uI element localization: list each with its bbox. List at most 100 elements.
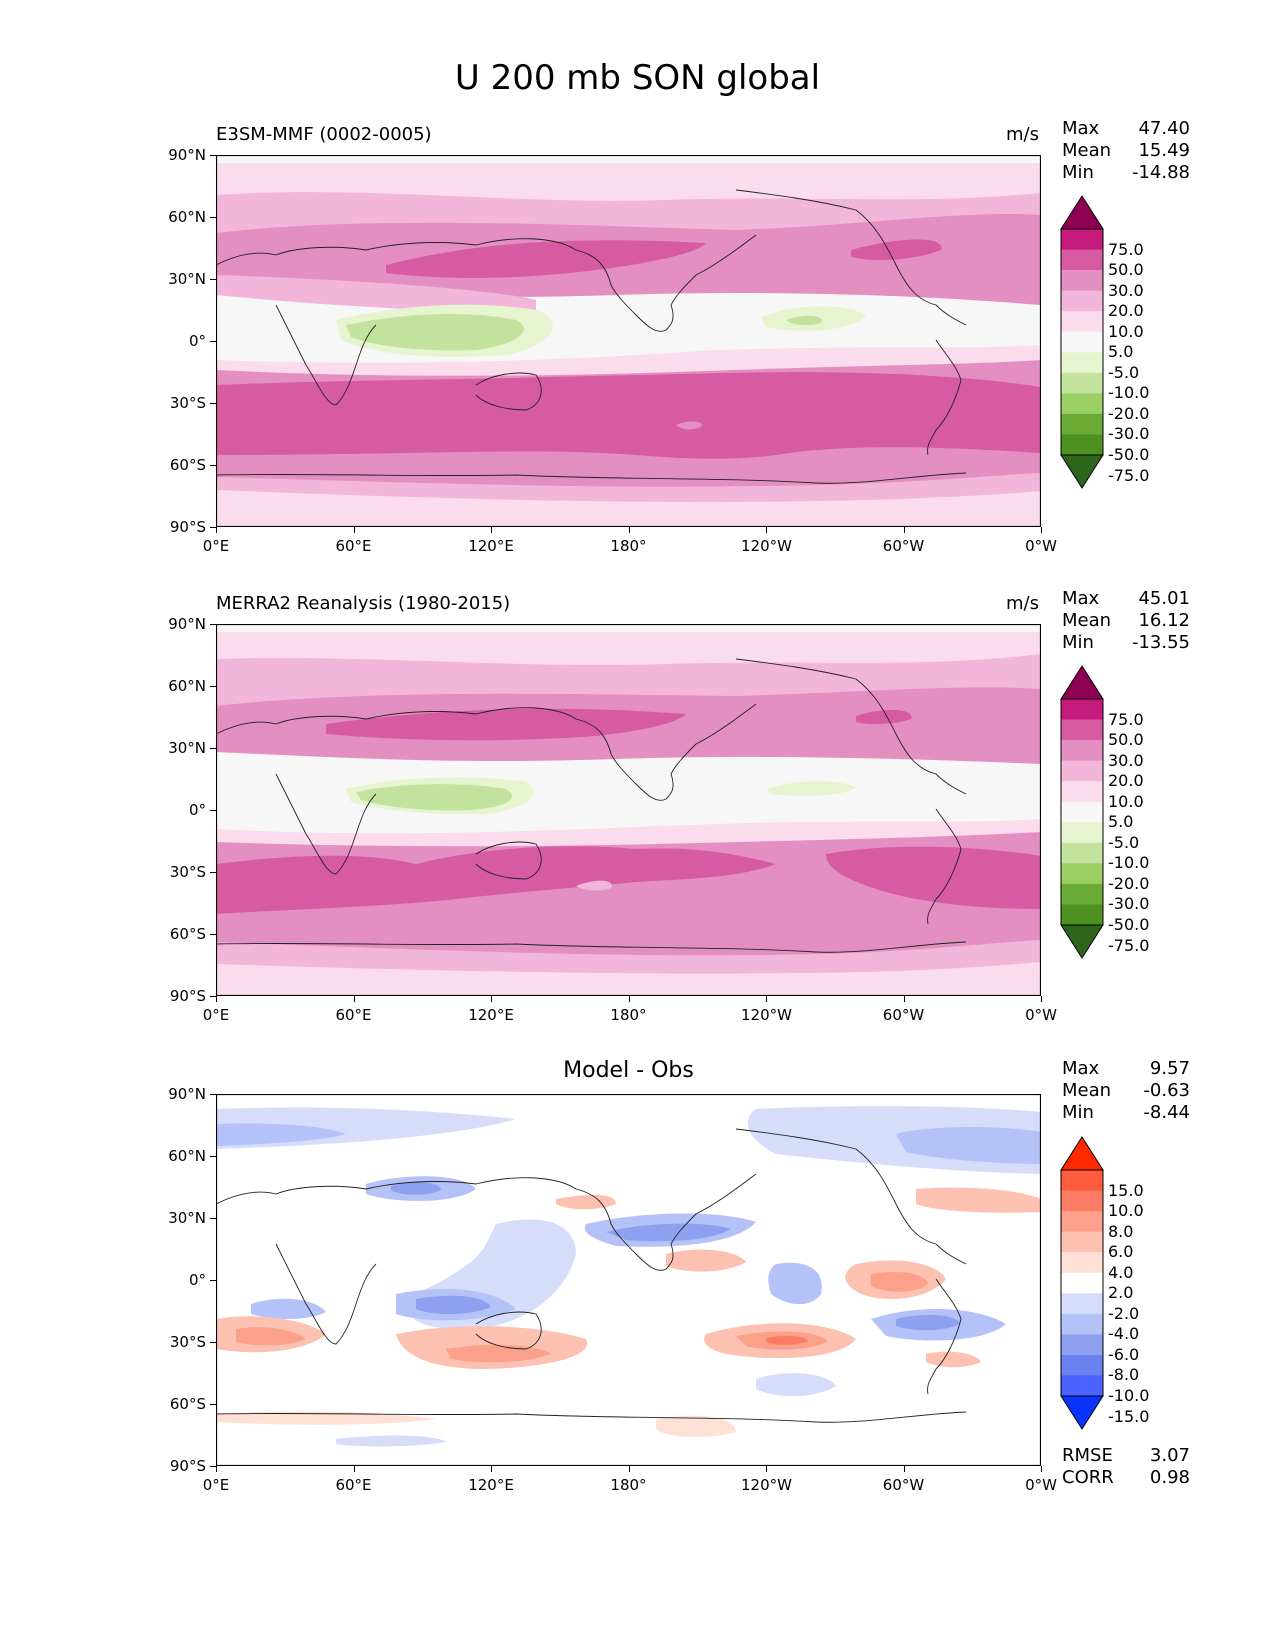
colorbar-segment (1061, 1170, 1103, 1192)
colorbar-tick-label: 5.0 (1108, 342, 1134, 362)
lon-tick-label: 0°W (1025, 1476, 1057, 1494)
colorbar-segment (1061, 1272, 1103, 1294)
negative-anomaly (756, 1373, 836, 1397)
lat-tick-mark (210, 1094, 216, 1095)
lat-tick-label: 60°N (168, 1147, 206, 1165)
colorbar-segment (1061, 1190, 1103, 1212)
stat-min-value: -13.55 (1131, 632, 1190, 653)
colorbar-segment (1061, 863, 1103, 885)
colorbar-segment (1061, 311, 1103, 333)
lon-tick-label: 0°E (202, 1476, 230, 1494)
lat-tick-label: 90°S (169, 1457, 206, 1475)
colorbar-segment (1061, 1211, 1103, 1233)
colorbar-tick-label: 2.0 (1108, 1283, 1134, 1303)
colorbar-tick-label: 20.0 (1108, 771, 1144, 791)
metric-corr-label: CORR (1062, 1467, 1114, 1488)
lon-tick-mark (216, 527, 217, 533)
colorbar-tick-label: 30.0 (1108, 750, 1144, 770)
colorbar-segment (1061, 393, 1103, 415)
colorbar-segment (1061, 740, 1103, 762)
positive-anomaly (916, 1187, 1041, 1213)
colorbar-segment (1061, 372, 1103, 394)
lat-tick-label: 30°S (169, 863, 206, 881)
lon-tick-label: 180° (610, 537, 647, 555)
metric-rmse-value: 3.07 (1149, 1445, 1190, 1466)
jet-core (216, 372, 1041, 459)
stat-min-label: Min (1062, 162, 1094, 183)
lon-tick-mark (628, 996, 630, 1002)
colorbar-diff (1060, 1136, 1104, 1430)
panel-1-units: m/s (1006, 124, 1039, 145)
panel-2-colorbar (1060, 665, 1104, 963)
lon-tick-mark (766, 1466, 767, 1472)
negative-anomaly (251, 1298, 326, 1319)
lat-tick-mark (210, 403, 216, 404)
colorbar-tick-label: 50.0 (1108, 260, 1144, 280)
lon-tick-mark (903, 1466, 905, 1472)
field-band (676, 421, 702, 430)
colorbar-segment (1061, 822, 1103, 844)
lat-tick-mark (210, 217, 216, 218)
jet-core (851, 239, 942, 261)
lat-tick-mark (210, 1342, 216, 1343)
field-band (216, 490, 1041, 527)
negative-anomaly (896, 1314, 961, 1331)
lon-tick-label: 0°W (1025, 1006, 1057, 1024)
stat-mean-value: 16.12 (1138, 610, 1190, 631)
lon-tick-mark (903, 996, 905, 1002)
colorbar-tick-label: -50.0 (1108, 445, 1150, 464)
lat-tick-label: 90°N (168, 615, 206, 633)
field-band (576, 880, 612, 891)
lat-tick-label: 90°S (169, 987, 206, 1005)
jet-core (216, 846, 776, 914)
colorbar-tick-label: 15.0 (1108, 1180, 1144, 1200)
colorbar-tick-label: -10.0 (1108, 383, 1150, 403)
lon-tick-label: 60°W (882, 537, 925, 555)
colorbar-extend-bottom (1060, 1395, 1104, 1430)
panel-1-colorbar (1060, 195, 1104, 493)
colorbar-tick-label: 10.0 (1108, 321, 1144, 341)
colorbar-tick-label: -5.0 (1108, 832, 1140, 852)
lon-tick-label: 120°W (741, 1006, 792, 1024)
lon-tick-label: 180° (610, 1006, 647, 1024)
lon-tick-label: 120°E (468, 537, 514, 555)
colorbar-segment (1061, 1354, 1103, 1376)
lon-tick-mark (903, 527, 905, 533)
colorbar-segment (1061, 1252, 1103, 1274)
lat-tick-mark (210, 1280, 216, 1281)
positive-anomaly (766, 1335, 808, 1345)
easterly-region (346, 313, 524, 351)
colorbar-segment (1061, 699, 1103, 721)
lat-tick-mark (210, 748, 216, 749)
negative-anomaly (768, 1262, 822, 1305)
lon-tick-mark (491, 1466, 492, 1472)
positive-anomaly (236, 1327, 306, 1346)
lon-tick-label: 180° (610, 1476, 647, 1494)
jet-core (326, 708, 686, 741)
lon-tick-mark (1041, 527, 1042, 533)
colorbar-segment (1061, 352, 1103, 374)
lat-tick-mark (210, 527, 216, 528)
colorbar-tick-label: -15.0 (1108, 1406, 1150, 1426)
negative-anomaly (416, 1295, 491, 1315)
lat-tick-mark (210, 996, 216, 997)
colorbar-tick-label: 50.0 (1108, 730, 1144, 750)
colorbar-segment (1061, 270, 1103, 292)
stat-min-value: -14.88 (1131, 162, 1190, 183)
colorbar-tick-label: -8.0 (1108, 1365, 1140, 1385)
figure-title: U 200 mb SON global (454, 58, 821, 98)
lat-tick-label: 90°N (168, 146, 206, 164)
colorbar-tick-label: -4.0 (1108, 1324, 1140, 1344)
colorbar-tick-label: 20.0 (1108, 301, 1144, 321)
colorbar-tick-label: -2.0 (1108, 1303, 1140, 1323)
colorbar-segment (1061, 842, 1103, 864)
lat-tick-mark (210, 1466, 216, 1467)
colorbar-segment (1061, 1313, 1103, 1335)
map-frame (216, 155, 1041, 527)
lat-tick-label: 60°S (169, 1395, 206, 1413)
lon-tick-label: 60°E (335, 537, 372, 555)
map-frame (216, 624, 1041, 996)
stat-max-label: Max (1062, 1058, 1100, 1079)
colorbar-segment (1061, 883, 1103, 905)
panel-2-title: MERRA2 Reanalysis (1980-2015) (216, 593, 511, 614)
